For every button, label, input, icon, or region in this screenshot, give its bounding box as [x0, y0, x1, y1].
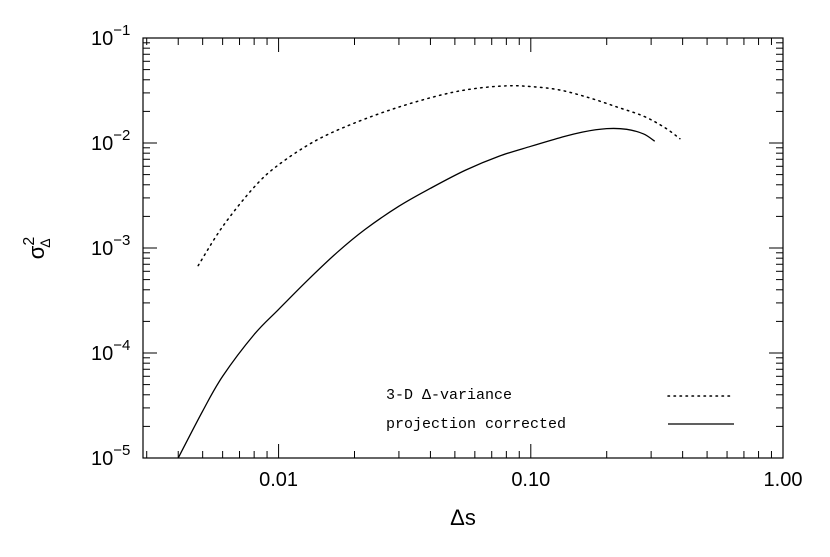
y-tick-label: 10−1 [91, 22, 130, 50]
y-axis-label-base: σ [24, 245, 49, 259]
y-tick-label: 10−4 [91, 337, 130, 365]
axis-tick-labels: 0.01 0.10 1.00 10−5 10−4 10−3 10−2 10−1 [91, 22, 802, 491]
x-tick-label: 0.10 [511, 469, 550, 491]
y-axis-label-sup: 2 [21, 237, 38, 246]
legend: 3-D Δ-variance projection corrected [386, 387, 735, 433]
y-axis-label: σ2Δ [21, 237, 53, 260]
x-tick-label: 1.00 [764, 469, 803, 491]
series-layer [177, 84, 681, 459]
series-projection-corrected-line [177, 127, 656, 459]
x-axis-label: Δs [450, 505, 476, 530]
series-3d-variance-line [197, 84, 681, 267]
legend-label-projection: projection corrected [386, 416, 566, 433]
y-tick-label: 10−3 [91, 232, 130, 260]
y-tick-label: 10−2 [91, 127, 130, 155]
y-axis-label-sub: Δ [37, 238, 53, 247]
y-tick-label: 10−5 [91, 442, 130, 470]
legend-label-3d: 3-D Δ-variance [386, 387, 512, 404]
axis-ticks [143, 37, 784, 459]
x-tick-label: 0.01 [259, 469, 298, 491]
